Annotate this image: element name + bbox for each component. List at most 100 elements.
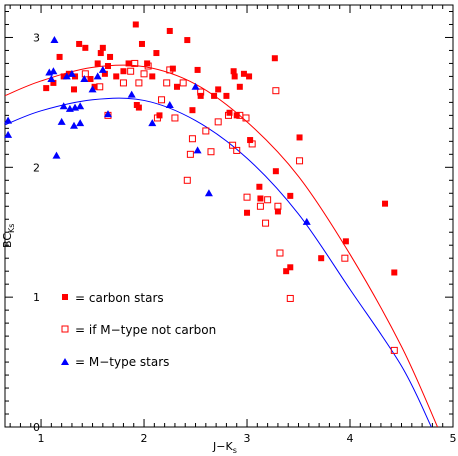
m-type-not-carbon-point: [224, 111, 232, 119]
carbon-star-point: [132, 21, 139, 28]
m-type-star-point: [76, 102, 85, 110]
carbon-star-point: [184, 37, 191, 44]
carbon-star-point: [244, 209, 251, 216]
y-tick-label: 0: [33, 421, 40, 434]
y-axis-title-main: BC: [1, 233, 14, 248]
m-type-not-carbon-point: [140, 70, 148, 78]
carbon-star-point: [82, 44, 89, 51]
legend-label-m-type-not-carbon: = if M−type not carbon: [75, 323, 216, 337]
carbon-star-point: [247, 137, 254, 144]
x-tick-label: 5: [450, 432, 457, 445]
m-type-star-point: [103, 110, 112, 118]
carbon-star-point: [97, 50, 104, 57]
carbon-star-point: [60, 73, 67, 80]
x-tick-label: 4: [347, 432, 354, 445]
carbon-star-point: [173, 83, 180, 90]
axis-ticks: [5, 5, 454, 427]
m-type-not-carbon-point: [179, 79, 187, 87]
m-type-not-carbon-point: [207, 148, 215, 156]
m-type-not-carbon-point: [243, 193, 251, 201]
m-type-star-point: [127, 90, 136, 98]
carbon-star-point: [271, 55, 278, 62]
data-points: [4, 21, 398, 354]
y-axis-title-sub: Ks: [7, 224, 16, 233]
x-tick-label: 2: [141, 432, 148, 445]
m-type-not-carbon-point: [96, 83, 104, 91]
m-type-not-carbon-point: [272, 87, 280, 95]
carbon-star-point: [101, 70, 108, 77]
m-type-star-point: [47, 75, 56, 83]
carbon-star-point: [391, 269, 398, 276]
carbon-star-point: [194, 66, 201, 73]
carbon-star-point: [107, 53, 114, 60]
m-type-not-carbon-point: [163, 79, 171, 87]
y-tick-label: 1: [33, 291, 40, 304]
carbon-star-point: [272, 168, 279, 175]
m-type-not-carbon-point: [127, 67, 135, 75]
carbon-star-point: [287, 264, 294, 271]
carbon-star-point: [256, 183, 263, 190]
carbon-star-point: [149, 73, 156, 80]
m-type-not-carbon-point: [264, 196, 272, 204]
carbon-star-point: [240, 70, 247, 77]
legend-item-m-type-not-carbon: = if M−type not carbon: [61, 323, 216, 337]
x-axis-title: J−Ks: [212, 440, 237, 455]
carbon-star-point: [230, 68, 237, 75]
carbon-star-point: [342, 238, 349, 245]
m-type-not-carbon-point: [135, 79, 143, 87]
m-type-star-point: [49, 67, 58, 75]
m-type-not-carbon-point: [202, 127, 210, 135]
m-type-not-carbon-point: [276, 249, 284, 257]
m-type-star-point: [50, 36, 59, 44]
carbon-star-point: [197, 92, 204, 99]
carbon-star-point: [296, 134, 303, 141]
x-axis-title-sub: s: [233, 446, 237, 455]
m-type-not-carbon-point: [153, 114, 161, 122]
m-type-not-carbon-point: [144, 62, 152, 70]
carbon-star-point: [76, 40, 83, 47]
carbon-star-point: [65, 70, 72, 77]
m-type-star-point: [98, 65, 107, 73]
carbon-star-point: [211, 92, 218, 99]
m-type-not-carbon-point: [188, 135, 196, 143]
m-type-not-carbon-point: [256, 202, 264, 210]
m-type-star-point: [165, 100, 174, 108]
m-type-not-carbon-point: [197, 88, 205, 96]
carbon-star-point: [283, 268, 290, 275]
legend-marker-filled-triangle: [61, 358, 69, 365]
m-type-star-point: [193, 146, 202, 154]
carbon-star-point: [274, 208, 281, 215]
carbon-star-point: [231, 73, 238, 80]
m-type-star-point: [76, 119, 85, 127]
m-type-not-carbon-point: [229, 141, 237, 149]
m-type-not-carbon-point: [158, 96, 166, 104]
m-type-not-carbon-point: [390, 346, 398, 354]
carbon-star-point: [138, 40, 145, 47]
m-type-star-point: [148, 119, 157, 127]
legend-label-m-type-stars: = M−type stars: [75, 355, 169, 369]
legend: = carbon stars = if M−type not carbon = …: [61, 291, 216, 369]
m-type-star-point: [93, 72, 102, 80]
blue-fit-curve: [5, 97, 432, 427]
plot-frame: [4, 4, 454, 428]
carbon-star-point: [382, 200, 389, 207]
carbon-star-point: [215, 86, 222, 93]
carbon-star-point: [257, 195, 264, 202]
m-type-not-carbon-point: [171, 114, 179, 122]
carbon-star-point: [71, 86, 78, 93]
m-type-star-point: [52, 151, 61, 159]
m-type-star-point: [302, 217, 311, 225]
x-axis-title-main: J−K: [212, 440, 233, 453]
fit-curves: [5, 64, 439, 427]
m-type-not-carbon-point: [296, 157, 304, 165]
legend-label-carbon-stars: = carbon stars: [75, 291, 164, 305]
carbon-star-point: [189, 107, 196, 114]
carbon-star-point: [166, 27, 173, 34]
carbon-star-point: [56, 53, 63, 60]
m-type-not-carbon-point: [183, 176, 191, 184]
m-type-star-point: [57, 117, 66, 125]
y-tick-label: 3: [33, 31, 40, 44]
m-type-not-carbon-point: [248, 140, 256, 148]
legend-marker-filled-square: [62, 294, 68, 300]
m-type-star-point: [59, 102, 68, 110]
